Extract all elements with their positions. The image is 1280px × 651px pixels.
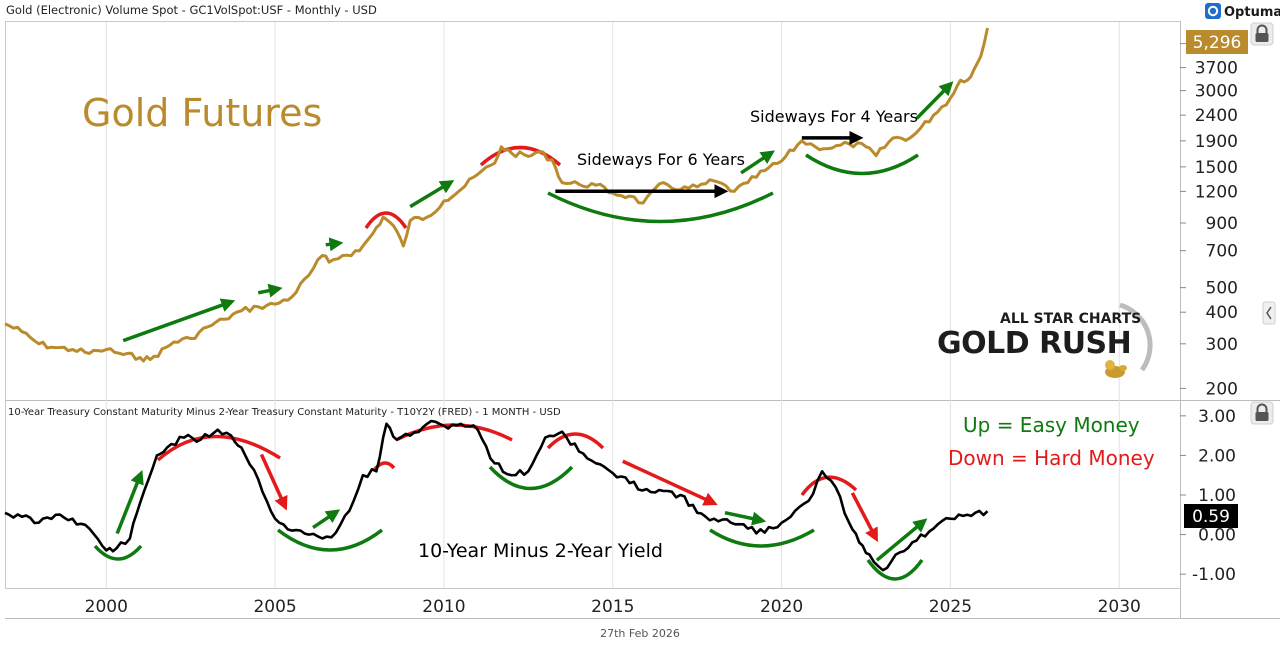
watermark-line2: GOLD RUSH bbox=[937, 326, 1131, 361]
bottom-arcs bbox=[93, 153, 924, 581]
sideways-6-label: Sideways For 6 Years bbox=[577, 150, 745, 169]
footer-date: 27th Feb 2026 bbox=[600, 627, 680, 640]
gold-rush-watermark: ALL STAR CHARTS GOLD RUSH bbox=[937, 302, 1153, 378]
gold-y-tick-label: 900 bbox=[1206, 214, 1238, 234]
x-tick-label: 2015 bbox=[591, 597, 634, 617]
gold-price-axis: 200 300 400 500 700 900 1200 1500 1900 2400 3000 37… bbox=[1180, 35, 1238, 399]
yield-bottom-arc bbox=[276, 528, 384, 552]
watermark-line1: ALL STAR CHARTS bbox=[1000, 311, 1141, 327]
collapse-tab-icon[interactable] bbox=[1262, 301, 1276, 325]
gold-top-arc bbox=[364, 211, 408, 230]
gold-y-tick-label: 700 bbox=[1206, 242, 1238, 262]
yield-bottom-arc bbox=[866, 558, 924, 581]
gold-y-tick-label: 3700 bbox=[1195, 59, 1238, 79]
gold-bottom-arc bbox=[805, 153, 919, 176]
gold-up-arrow bbox=[122, 298, 236, 343]
yield-y-tick-label: 3.00 bbox=[1198, 407, 1236, 427]
x-gridlines bbox=[105, 22, 1120, 588]
trend-arrows bbox=[115, 81, 954, 562]
gold-futures-label: Gold Futures bbox=[82, 91, 322, 135]
yield-top-arc bbox=[372, 461, 396, 472]
gold-price-line bbox=[4, 27, 989, 363]
gold-y-tick-label: 2400 bbox=[1195, 106, 1238, 126]
gold-up-arrow bbox=[257, 283, 283, 298]
gold-up-arrow bbox=[409, 180, 455, 209]
yield-y-tick-label: -1.00 bbox=[1192, 565, 1236, 585]
yield-axis: -1.00 0.00 1.00 2.00 3.00 bbox=[1180, 407, 1236, 585]
yield-bottom-arc bbox=[709, 528, 815, 548]
yield-down-arrow bbox=[622, 459, 718, 506]
lock-icon[interactable] bbox=[1250, 22, 1274, 46]
optuma-logo-icon bbox=[1205, 3, 1221, 19]
lock-icon[interactable] bbox=[1250, 401, 1274, 425]
optuma-logo: Optuma bbox=[1205, 3, 1280, 20]
gold-y-tick-label: 3000 bbox=[1195, 82, 1238, 102]
x-tick-label: 2030 bbox=[1098, 597, 1141, 617]
yield-top-arc bbox=[546, 432, 605, 450]
time-axis: 2000 2005 2010 2015 2020 2025 2030 bbox=[85, 597, 1141, 617]
gold-y-tick-label: 300 bbox=[1206, 335, 1238, 355]
gold-y-tick-label: 200 bbox=[1206, 379, 1238, 399]
gold-y-tick-label: 1200 bbox=[1195, 182, 1238, 202]
gold-nugget-icon bbox=[1105, 360, 1127, 378]
yield-y-tick-label: 2.00 bbox=[1198, 446, 1236, 466]
yield-up-arrow bbox=[312, 509, 341, 529]
gold-y-tick-label: 500 bbox=[1206, 279, 1238, 299]
x-tick-label: 2000 bbox=[85, 597, 128, 617]
yield-y-tick-label: 1.00 bbox=[1198, 486, 1236, 506]
gold-up-arrow bbox=[915, 81, 954, 120]
yield-down-arrow bbox=[850, 492, 878, 543]
gold-up-arrow bbox=[740, 150, 775, 175]
yield-pane-title: 10-Year Treasury Constant Maturity Minus… bbox=[8, 407, 561, 418]
gold-y-tick-label: 400 bbox=[1206, 303, 1238, 323]
yield-series-label: 10-Year Minus 2-Year Yield bbox=[418, 540, 663, 562]
gold-last-value-badge: 5,296 bbox=[1186, 30, 1248, 54]
x-tick-label: 2010 bbox=[422, 597, 465, 617]
yield-bottom-arc bbox=[93, 544, 143, 561]
yield-last-value: 0.59 bbox=[1192, 507, 1230, 527]
easy-money-label: Up = Easy Money bbox=[963, 413, 1140, 437]
yield-spread-line bbox=[4, 419, 989, 572]
chart-title: Gold (Electronic) Volume Spot - GC1VolSp… bbox=[6, 3, 377, 17]
x-tick-label: 2005 bbox=[253, 597, 296, 617]
hard-money-label: Down = Hard Money bbox=[948, 446, 1155, 470]
yield-bottom-arc bbox=[488, 465, 574, 491]
sideways-4-label: Sideways For 4 Years bbox=[750, 107, 918, 126]
gold-bottom-arc bbox=[547, 191, 774, 224]
gold-last-value: 5,296 bbox=[1193, 33, 1242, 53]
x-tick-label: 2025 bbox=[929, 597, 972, 617]
yield-up-arrow bbox=[875, 518, 928, 562]
x-tick-label: 2020 bbox=[760, 597, 803, 617]
gold-top-arc bbox=[479, 145, 562, 167]
optuma-logo-text: Optuma bbox=[1224, 5, 1280, 20]
top-arcs bbox=[156, 145, 858, 497]
yield-up-arrow bbox=[115, 470, 144, 535]
yield-top-arc bbox=[156, 434, 281, 462]
gold-y-tick-label: 1500 bbox=[1195, 158, 1238, 178]
gold-up-arrow bbox=[325, 237, 344, 252]
yield-down-arrow bbox=[259, 453, 288, 511]
gold-y-tick-label: 1900 bbox=[1195, 132, 1238, 152]
yield-last-value-badge: 0.59 bbox=[1184, 504, 1238, 528]
yield-up-arrow bbox=[724, 510, 767, 526]
yield-y-tick-label: 0.00 bbox=[1198, 526, 1236, 546]
